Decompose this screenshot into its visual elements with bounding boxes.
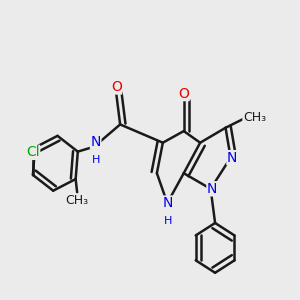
Text: H: H [164,216,172,226]
Text: CH₃: CH₃ [243,111,266,124]
Text: CH₃: CH₃ [66,194,89,207]
Text: N: N [162,196,172,210]
Text: O: O [111,80,122,94]
Text: N: N [91,135,101,149]
Text: Cl: Cl [26,145,40,159]
Text: H: H [92,155,100,165]
Text: N: N [207,182,217,196]
Text: O: O [178,87,189,100]
Text: N: N [227,151,237,165]
